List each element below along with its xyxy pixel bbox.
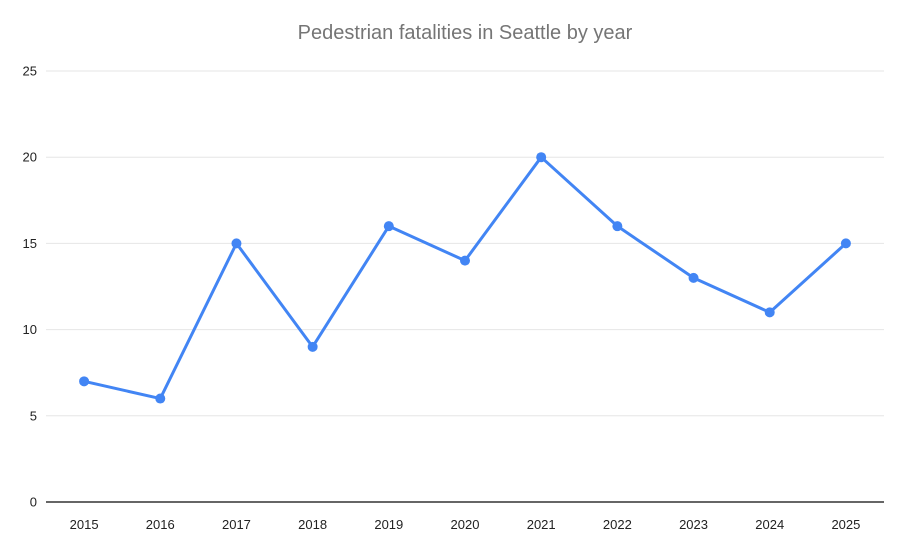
data-point[interactable]	[231, 238, 242, 249]
data-point[interactable]	[536, 152, 547, 163]
y-axis-tick-label: 25	[23, 64, 37, 79]
y-axis-tick-label: 15	[23, 236, 37, 251]
x-axis-tick-label: 2016	[146, 517, 175, 532]
data-point[interactable]	[688, 272, 699, 283]
data-point[interactable]	[764, 307, 775, 318]
y-axis-tick-label: 5	[30, 408, 37, 423]
data-point[interactable]	[383, 221, 394, 232]
data-point[interactable]	[840, 238, 851, 249]
data-point[interactable]	[307, 341, 318, 352]
x-axis-tick-label: 2023	[679, 517, 708, 532]
x-axis-tick-label: 2022	[603, 517, 632, 532]
data-point[interactable]	[79, 376, 90, 387]
data-point[interactable]	[155, 393, 166, 404]
x-axis-tick-label: 2015	[70, 517, 99, 532]
data-point[interactable]	[460, 255, 470, 266]
x-axis-tick-label: 2020	[451, 517, 480, 532]
x-axis-tick-label: 2017	[222, 517, 251, 532]
y-axis-tick-label: 20	[23, 150, 37, 165]
x-axis-tick-label: 2019	[374, 517, 403, 532]
x-axis-tick-label: 2025	[831, 517, 860, 532]
y-axis-tick-label: 0	[30, 495, 37, 510]
data-point[interactable]	[612, 221, 623, 232]
series-line	[82, 155, 848, 401]
x-axis-tick-label: 2018	[298, 517, 327, 532]
y-axis-tick-label: 10	[23, 322, 37, 337]
chart-title: Pedestrian fatalities in Seattle by year	[297, 22, 633, 44]
x-axis-tick-label: 2021	[527, 517, 556, 532]
x-axis-tick-label: 2024	[755, 517, 784, 532]
